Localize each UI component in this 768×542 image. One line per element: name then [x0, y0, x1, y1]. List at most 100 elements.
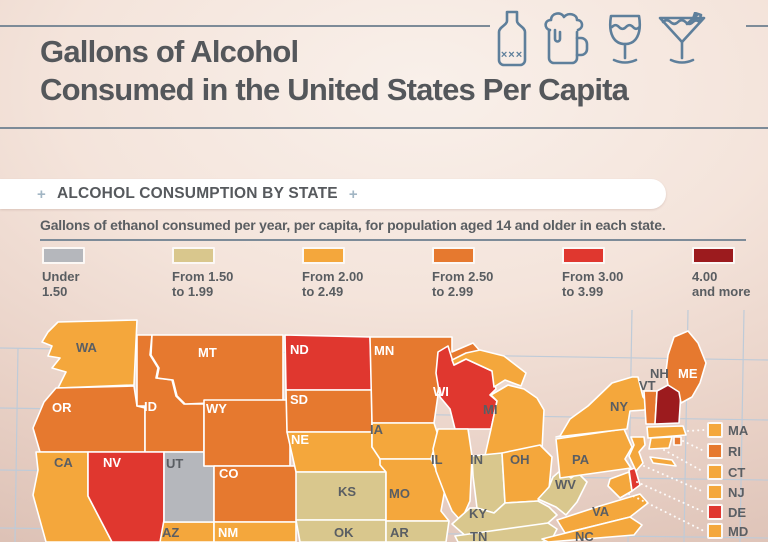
legend-swatch [562, 247, 605, 264]
small-state-label-MA: MA [728, 423, 749, 438]
state-NM [213, 521, 297, 542]
state-label-WA: WA [76, 340, 98, 355]
legend-swatch [172, 247, 215, 264]
state-AR [385, 520, 450, 542]
state-MT [150, 334, 284, 405]
legend-item-150-199: From 1.50 to 1.99 [172, 247, 302, 299]
state-WA [41, 319, 138, 389]
section-banner: + ALCOHOL CONSUMPTION BY STATE + [0, 179, 666, 209]
state-label-OK: OK [334, 525, 354, 540]
drink-icons: ××× [494, 6, 744, 68]
small-state-label-MD: MD [728, 524, 748, 539]
legend-swatch [302, 247, 345, 264]
beer-mug-icon [544, 12, 589, 65]
state-label-MI: MI [483, 402, 497, 417]
moonshine-bottle-icon: ××× [497, 10, 527, 67]
small-state-label-DE: DE [728, 505, 746, 520]
legend-item-under-150: Under 1.50 [42, 247, 172, 299]
state-label-WV: WV [555, 477, 576, 492]
state-label-OR: OR [52, 400, 72, 415]
page-title: Gallons of Alcohol Consumed in the Unite… [40, 33, 629, 109]
top-rule-left [0, 25, 490, 27]
plus-decoration-left: + [37, 185, 46, 203]
header-bottom-rule [0, 127, 768, 129]
leader-line-NJ [643, 465, 705, 493]
legend-item-400-plus: 4.00 and more [692, 247, 768, 299]
state-NY [649, 456, 677, 467]
section-title: ALCOHOL CONSUMPTION BY STATE [56, 185, 338, 202]
state-label-NH: NH [650, 366, 669, 381]
legend-item-200-249: From 2.00 to 2.49 [302, 247, 432, 299]
state-label-AZ: AZ [162, 525, 179, 540]
legend-label: From 2.50 [432, 269, 494, 284]
legend-item-250-299: From 2.50 to 2.99 [432, 247, 562, 299]
state-label-VA: VA [592, 504, 610, 519]
leader-line-MD [628, 493, 705, 532]
state-MO [379, 458, 450, 522]
legend-label: From 2.00 [302, 269, 364, 284]
legend-label: 4.00 [692, 269, 718, 284]
state-NH [654, 384, 682, 425]
state-NY [555, 376, 651, 438]
small-state-swatch-DE [707, 504, 723, 520]
small-state-swatch-MA [707, 422, 723, 438]
state-label-KY: KY [469, 506, 487, 521]
leader-line-DE [636, 481, 705, 513]
graticule-line [739, 310, 745, 542]
state-MI [451, 349, 527, 388]
state-label-NV: NV [103, 455, 121, 470]
small-state-label-RI: RI [728, 444, 741, 459]
us-choropleth-map: WA OR ID MT CA AZ NV UT WY CO NM ND SD NE KS OK MN IA MO AR… [0, 310, 768, 542]
state-DE [628, 467, 641, 492]
state-label-ID: ID [144, 399, 157, 414]
section-subtitle: Gallons of ethanol consumed per year, pe… [40, 217, 666, 233]
state-label-NY: NY [610, 399, 628, 414]
state-label-VT: VT [639, 378, 656, 393]
state-label-ND: ND [290, 342, 309, 357]
state-label-WY: WY [206, 401, 227, 416]
state-label-IA: IA [370, 422, 384, 437]
small-state-swatch-CT [707, 464, 723, 480]
wine-glass-icon [608, 14, 642, 64]
state-label-SD: SD [290, 392, 308, 407]
state-label-MO: MO [389, 486, 410, 501]
bottle-xxx-label: ××× [501, 49, 523, 61]
state-MA [646, 425, 687, 439]
state-label-CO: CO [219, 466, 239, 481]
state-label-OH: OH [510, 452, 530, 467]
state-IL [432, 428, 473, 522]
legend-item-300-399: From 3.00 to 3.99 [562, 247, 692, 299]
small-state-label-NJ: NJ [728, 485, 745, 500]
small-state-swatch-NJ [707, 484, 723, 500]
state-label-NE: NE [291, 432, 309, 447]
small-state-swatch-MD [707, 523, 723, 539]
state-CT [648, 436, 673, 450]
graticule-line [14, 347, 19, 542]
leader-line-MA [687, 429, 705, 432]
state-RI [673, 436, 682, 446]
state-MD [607, 471, 633, 499]
title-line-2: Consumed in the United States Per Capita [40, 72, 629, 107]
state-label-NM: NM [218, 525, 238, 540]
state-OK [295, 519, 387, 542]
martini-glass-icon [658, 12, 706, 64]
state-label-IN: IN [470, 452, 483, 467]
state-label-CA: CA [54, 455, 73, 470]
legend-swatch [692, 247, 735, 264]
state-label-AR: AR [390, 525, 409, 540]
state-OR [32, 385, 146, 453]
state-label-TN: TN [470, 529, 487, 542]
state-label-ME: ME [678, 366, 698, 381]
state-label-MN: MN [374, 343, 394, 358]
top-rule-right [746, 25, 768, 27]
legend-label: From 3.00 [562, 269, 624, 284]
state-label-NC: NC [575, 529, 594, 542]
state-NJ [628, 436, 646, 472]
state-label-UT: UT [166, 456, 183, 471]
plus-decoration-right: + [348, 185, 358, 203]
legend-swatch [432, 247, 475, 264]
state-label-IL: IL [431, 452, 443, 467]
state-ME [665, 330, 707, 404]
small-state-swatch-RI [707, 443, 723, 459]
